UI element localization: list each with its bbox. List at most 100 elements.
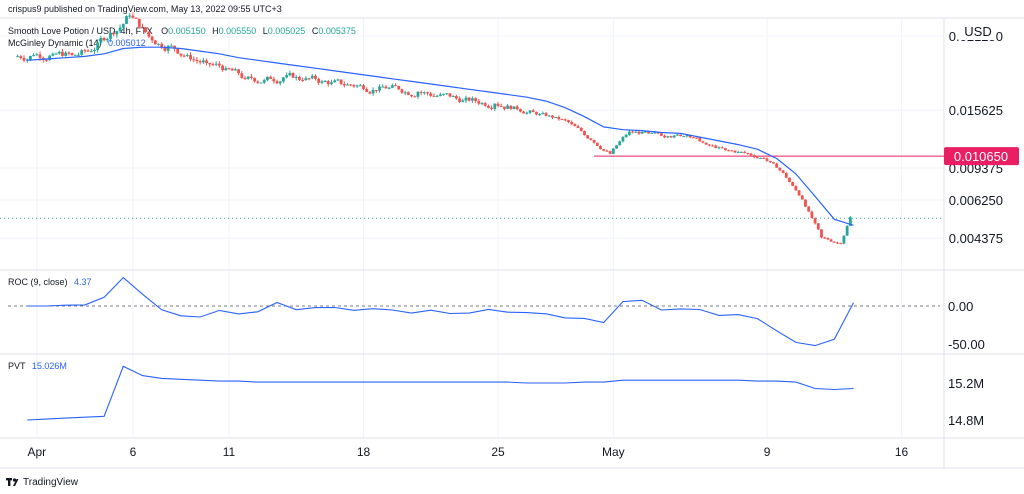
candle[interactable] (192, 56, 196, 63)
candle[interactable] (551, 115, 554, 120)
candle[interactable] (743, 150, 747, 154)
candle[interactable] (781, 170, 785, 174)
candle[interactable] (836, 241, 839, 245)
candle[interactable] (282, 76, 285, 84)
candle[interactable] (355, 84, 359, 89)
candle[interactable] (134, 17, 138, 19)
candle[interactable] (35, 52, 39, 56)
candle[interactable] (333, 79, 337, 83)
candle[interactable] (615, 145, 618, 149)
candle[interactable] (592, 139, 596, 144)
candle[interactable] (432, 93, 436, 97)
candle[interactable] (294, 75, 298, 81)
candle[interactable] (535, 111, 538, 116)
candle[interactable] (820, 229, 823, 239)
candle[interactable] (538, 113, 542, 116)
candle[interactable] (708, 144, 711, 147)
candle[interactable] (493, 103, 497, 111)
candle[interactable] (499, 103, 503, 107)
candle[interactable] (445, 93, 449, 95)
candle[interactable] (137, 18, 141, 29)
candle[interactable] (800, 194, 804, 200)
candle[interactable] (679, 134, 682, 137)
candle[interactable] (813, 217, 817, 225)
candle[interactable] (541, 111, 545, 115)
candle[interactable] (416, 91, 420, 99)
candle[interactable] (198, 59, 202, 65)
roc-line[interactable] (27, 276, 854, 347)
candle[interactable] (253, 77, 257, 83)
candle[interactable] (221, 64, 224, 72)
candle[interactable] (378, 84, 381, 93)
candle[interactable] (400, 88, 404, 95)
candle[interactable] (342, 81, 346, 88)
candle[interactable] (80, 49, 84, 57)
candle[interactable] (701, 140, 705, 144)
candle[interactable] (278, 80, 282, 86)
candle[interactable] (778, 167, 782, 172)
candle[interactable] (99, 35, 103, 45)
candle[interactable] (371, 87, 375, 96)
candle[interactable] (624, 133, 628, 138)
candle[interactable] (438, 92, 442, 97)
candle[interactable] (435, 94, 439, 97)
candle[interactable] (323, 79, 327, 83)
candle[interactable] (528, 109, 532, 115)
candle[interactable] (506, 104, 510, 109)
candle[interactable] (605, 149, 609, 152)
candle[interactable] (797, 190, 801, 196)
candle[interactable] (682, 135, 686, 138)
candle[interactable] (298, 75, 301, 81)
candle[interactable] (685, 134, 689, 138)
candle[interactable] (454, 94, 458, 100)
candle[interactable] (503, 106, 506, 111)
candle[interactable] (762, 157, 766, 159)
candle[interactable] (125, 15, 128, 24)
candle[interactable] (368, 91, 372, 95)
candle[interactable] (531, 108, 535, 113)
candlestick-series[interactable] (16, 12, 852, 245)
candle[interactable] (233, 67, 237, 71)
candle[interactable] (86, 49, 90, 53)
candle[interactable] (458, 96, 461, 104)
candle[interactable] (285, 72, 289, 79)
candle[interactable] (576, 124, 580, 129)
candle[interactable] (214, 61, 218, 67)
candle[interactable] (266, 76, 269, 82)
candle[interactable] (570, 120, 574, 126)
candle[interactable] (61, 48, 64, 57)
candle[interactable] (83, 48, 87, 54)
candle[interactable] (96, 39, 100, 53)
candle[interactable] (317, 77, 321, 86)
candle[interactable] (406, 91, 410, 96)
candle[interactable] (413, 95, 417, 98)
candle[interactable] (304, 76, 308, 81)
candle[interactable] (736, 150, 740, 154)
candle[interactable] (691, 137, 695, 139)
candle[interactable] (567, 119, 570, 124)
candle[interactable] (650, 132, 654, 134)
candle[interactable] (733, 150, 737, 154)
candle[interactable] (448, 93, 452, 98)
candle[interactable] (675, 134, 679, 136)
candle[interactable] (583, 130, 586, 136)
candle[interactable] (672, 134, 676, 139)
candle[interactable] (768, 160, 772, 164)
candle[interactable] (429, 91, 433, 97)
candle[interactable] (637, 130, 641, 136)
candle[interactable] (832, 241, 836, 243)
candle[interactable] (57, 50, 61, 55)
candle[interactable] (823, 236, 827, 240)
candle[interactable] (115, 30, 119, 38)
candle[interactable] (208, 62, 212, 68)
candle[interactable] (320, 79, 324, 85)
candle[interactable] (663, 134, 666, 139)
candle[interactable] (201, 57, 205, 64)
candle[interactable] (772, 161, 775, 164)
candle[interactable] (291, 72, 295, 79)
candle[interactable] (89, 48, 93, 53)
candle[interactable] (403, 90, 407, 96)
candle[interactable] (765, 157, 769, 162)
candle[interactable] (470, 96, 474, 103)
candle[interactable] (704, 142, 708, 145)
